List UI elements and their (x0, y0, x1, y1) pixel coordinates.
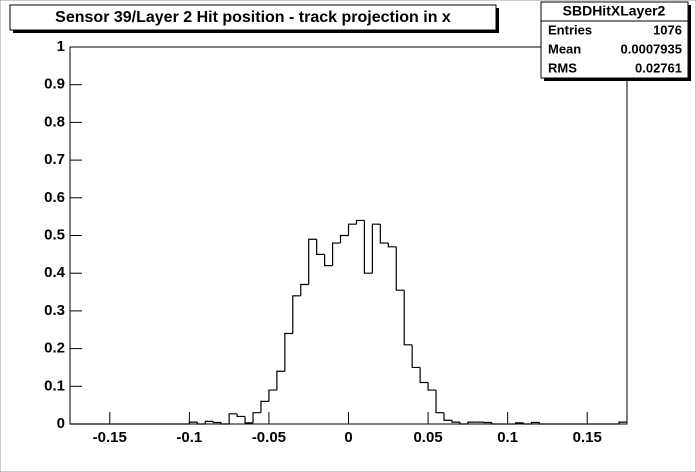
stats-value: 1076 (653, 22, 682, 37)
bar (355, 219, 365, 225)
bar (204, 420, 214, 424)
bar (491, 422, 500, 425)
x-tick-label: 0.1 (497, 429, 518, 446)
stats-frame (540, 1, 689, 79)
bar (419, 367, 429, 384)
x-tick-label: 0.15 (573, 429, 602, 446)
stats-label: Entries (548, 22, 592, 37)
y-tick-label: 1 (57, 38, 65, 55)
stats-box: SBDHitXLayer2 Entries 1076 Mean 0.0007935 RM… (540, 1, 691, 81)
bar (395, 246, 405, 291)
y-tick-label: 0.3 (44, 302, 65, 319)
bar (538, 422, 548, 425)
stats-label: RMS (548, 60, 577, 75)
y-tick-label: 0.9 (44, 76, 65, 93)
bar (196, 422, 206, 425)
chart-title: Sensor 39/Layer 2 Hit position - track p… (55, 9, 451, 26)
bar (371, 223, 381, 274)
y-tick-label: 0.6 (44, 189, 65, 206)
bar (387, 243, 397, 248)
bar (451, 420, 460, 423)
title-box (9, 4, 497, 31)
bar (188, 421, 198, 424)
stats-value: 0.0007935 (621, 41, 682, 56)
bar (268, 389, 277, 402)
stats-label: Mean (548, 41, 581, 56)
y-tick-label: 0.4 (44, 264, 66, 281)
bar (220, 422, 230, 425)
x-tick-label: -0.1 (176, 429, 202, 446)
y-tick-label: 0.2 (44, 340, 65, 357)
bar (284, 332, 293, 372)
bar (618, 421, 627, 424)
bar (435, 390, 444, 414)
bar (244, 416, 254, 424)
bar (212, 421, 222, 424)
bar (236, 413, 246, 418)
bar (411, 344, 421, 369)
bar (316, 239, 325, 255)
bar (379, 224, 389, 244)
bar (363, 220, 373, 274)
y-tick-label: 0.5 (44, 226, 65, 243)
y-tick-label: 0.1 (44, 377, 65, 394)
bar (403, 290, 413, 346)
y-tick-label: 0.8 (44, 113, 65, 130)
bar (276, 370, 285, 391)
bar (260, 400, 269, 413)
bar (308, 238, 317, 285)
x-tick-label: 0.05 (413, 429, 442, 446)
bar (347, 223, 357, 236)
bar (530, 421, 540, 424)
stats-name: SBDHitXLayer2 (563, 3, 666, 19)
bar (459, 422, 468, 425)
bar (443, 412, 452, 421)
bar (467, 421, 476, 424)
x-tick-label: -0.05 (252, 429, 286, 446)
bar (324, 254, 333, 267)
x-tick-label: 0 (344, 429, 352, 446)
x-tick-label: -0.15 (93, 429, 127, 446)
y-tick-label: 0.7 (44, 151, 65, 168)
bar (300, 283, 309, 296)
bar (522, 422, 532, 425)
bar (228, 413, 238, 424)
bar (339, 234, 349, 244)
bar (331, 242, 341, 266)
bar (292, 295, 301, 334)
y-tick-label: 0 (57, 415, 65, 432)
bar (515, 422, 524, 424)
bar (427, 382, 437, 391)
bar (252, 412, 261, 423)
stats-value: 0.02761 (635, 60, 682, 75)
